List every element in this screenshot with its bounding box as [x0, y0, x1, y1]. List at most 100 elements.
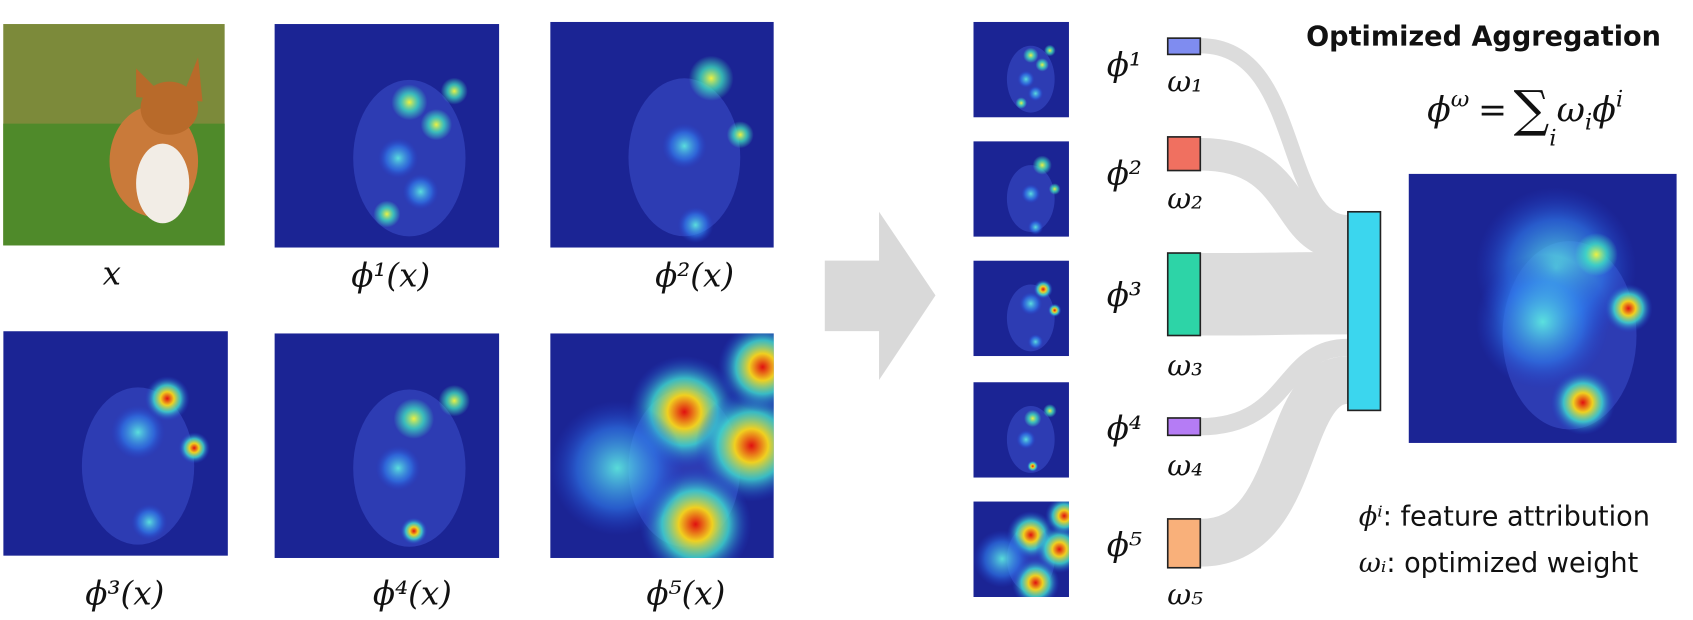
heat-blob: [1047, 303, 1062, 317]
heat-blob: [1026, 460, 1039, 472]
legend-symbol: ωᵢ: [1359, 548, 1387, 579]
legend-item: ϕⁱ: feature attribution: [1359, 501, 1650, 532]
heat-blob: [178, 432, 210, 464]
heat-blob: [688, 55, 734, 101]
heat-blob: [1023, 47, 1039, 63]
heat-blob: [1027, 334, 1044, 350]
formula-part: ϕ: [1592, 91, 1616, 131]
heatmap: [550, 333, 774, 558]
dog-silhouette: [81, 387, 195, 545]
panel-label: ϕ²(x): [655, 257, 734, 295]
heat-blob: [662, 123, 707, 169]
heatmap: [973, 260, 1069, 357]
heatmap: [973, 21, 1069, 118]
flows: [1198, 38, 1351, 567]
heatmap: [274, 333, 500, 558]
heatmap: [973, 141, 1069, 237]
heat-blob: [377, 138, 419, 179]
weight-label: ω₁: [1167, 64, 1203, 98]
attribution-label: ϕ¹: [1107, 46, 1142, 84]
weight-label: ω₂: [1167, 182, 1203, 216]
panel-label: ϕ¹(x): [351, 257, 430, 295]
heat-blob: [1024, 409, 1042, 428]
formula-part: ϕ: [1427, 91, 1451, 131]
formula-part: i: [1549, 126, 1556, 152]
heat-blob: [144, 376, 190, 422]
heat-blob: [973, 530, 1031, 588]
heat-blob: [391, 84, 428, 121]
heat-blob: [1032, 155, 1052, 175]
legend-text: : feature attribution: [1383, 501, 1650, 532]
heat-blob: [1045, 501, 1069, 535]
panel-label: x: [103, 254, 121, 292]
weight-bar: [1166, 136, 1202, 172]
heat-blob: [373, 200, 401, 228]
formula: ϕω = ∑iωiϕi: [1427, 80, 1623, 152]
weight-bar: [1166, 518, 1202, 569]
heat-blob: [726, 121, 754, 149]
heat-blob: [1550, 370, 1616, 435]
formula-part: ω: [1557, 91, 1585, 131]
weight-bar: [1166, 37, 1202, 56]
legend-text: : optimized weight: [1386, 548, 1638, 579]
attribution-label: ϕ⁵: [1107, 526, 1142, 564]
heat-blob: [400, 517, 428, 545]
input-image: [3, 24, 225, 246]
legend-symbol: ϕⁱ: [1359, 501, 1383, 532]
heat-blob: [1016, 429, 1036, 450]
formula-part: i: [1616, 87, 1623, 113]
heat-blob: [717, 333, 774, 412]
dog-chest: [136, 143, 190, 224]
heat-blob: [131, 504, 168, 541]
heatmap: [274, 24, 500, 248]
formula-part: =: [1478, 91, 1507, 131]
heat-blob: [420, 108, 453, 141]
heat-blob: [1043, 404, 1057, 418]
heat-blob: [375, 445, 421, 491]
heat-blob: [1015, 97, 1027, 109]
heat-blob: [1033, 279, 1053, 299]
heatmap: [1408, 173, 1677, 443]
heat-blob: [1044, 44, 1056, 57]
heat-blob: [438, 385, 471, 417]
arrow: [824, 211, 936, 380]
weight-label: ω₄: [1167, 449, 1203, 483]
heat-blob: [440, 77, 468, 105]
heat-blob: [1027, 219, 1044, 235]
weight-label: ω₃: [1167, 349, 1203, 383]
formula-part: ∑: [1514, 80, 1550, 138]
heat-blob: [1027, 85, 1044, 102]
attribution-label: ϕ²: [1107, 155, 1142, 193]
heat-blob: [402, 173, 439, 210]
legend-item: ωᵢ: optimized weight: [1359, 548, 1639, 579]
weight-bars: [1166, 37, 1382, 569]
attribution-label: ϕ³: [1107, 276, 1142, 314]
heat-blob: [1604, 284, 1653, 333]
heatmap: [973, 382, 1069, 478]
dog-silhouette: [1006, 284, 1055, 352]
formula-part: ω: [1451, 87, 1470, 113]
heatmap: [973, 501, 1069, 598]
heat-blob: [1035, 58, 1049, 72]
formula-part: i: [1585, 109, 1592, 135]
panel-label: ϕ⁴(x): [373, 575, 452, 613]
weight-label: ω₅: [1167, 578, 1203, 612]
heat-blob: [1574, 233, 1618, 277]
attribution-label: ϕ⁴: [1107, 410, 1142, 448]
heat-blob: [1021, 184, 1041, 204]
heat-blob: [393, 398, 435, 439]
weight-bar: [1166, 417, 1202, 437]
heat-blob: [1048, 183, 1061, 195]
heat-blob: [1019, 292, 1043, 316]
title: Optimized Aggregation: [1306, 22, 1661, 53]
heat-blob: [677, 206, 714, 244]
heat-blob: [111, 405, 166, 460]
weight-bar: [1166, 252, 1202, 337]
heat-blob: [1475, 254, 1610, 390]
dog-ears: [136, 57, 203, 102]
heatmap: [3, 331, 228, 556]
heat-blob: [550, 400, 685, 536]
panel-label: ϕ⁵(x): [646, 575, 725, 613]
heat-blob: [1017, 70, 1035, 88]
